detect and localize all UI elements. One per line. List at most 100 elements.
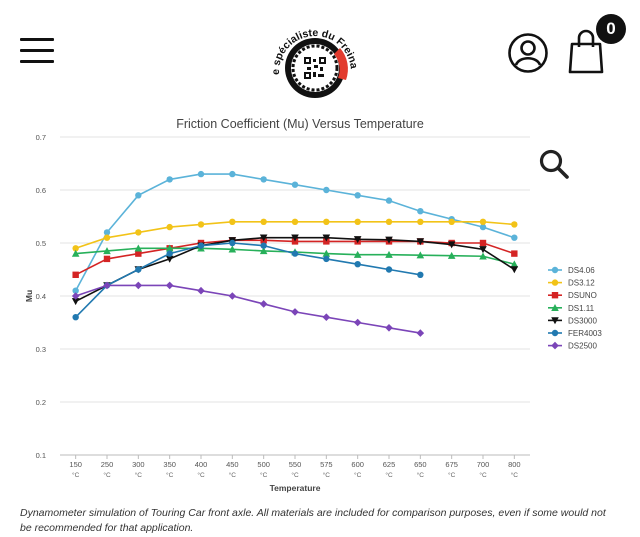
data-point-ds3000 — [479, 246, 487, 254]
data-point-ds2500 — [322, 313, 331, 321]
data-point-fer4003 — [385, 266, 393, 273]
data-point-ds1-11 — [103, 247, 111, 255]
data-point-ds3000 — [447, 241, 456, 249]
y-tick-label: 0.1 — [36, 451, 46, 460]
data-point-ds3-12 — [354, 218, 361, 225]
data-point-ds3-12 — [291, 218, 299, 225]
y-tick-label: 0.6 — [36, 186, 46, 195]
data-point-ds1-11 — [134, 244, 143, 252]
legend-item-ds3000: DS3000 — [548, 316, 597, 325]
data-point-ds2500 — [71, 292, 80, 300]
legend-marker — [551, 341, 559, 350]
x-tick-label: 625 — [383, 460, 396, 469]
data-point-fer4003 — [323, 255, 330, 263]
data-point-ds1-11 — [385, 250, 393, 258]
data-point-ds3000 — [385, 236, 393, 244]
legend-label: DS4.06 — [568, 266, 595, 275]
x-tick-unit: °C — [323, 471, 331, 479]
legend-marker — [551, 317, 559, 325]
series-ds4-06 — [72, 170, 518, 294]
x-tick-label: 700 — [477, 460, 490, 469]
data-point-fer4003 — [197, 242, 205, 249]
data-point-ds1-11 — [165, 244, 174, 252]
user-account-icon[interactable] — [507, 32, 549, 74]
chart-caption: Dynamometer simulation of Touring Car fr… — [20, 507, 606, 534]
x-tick-unit: °C — [72, 471, 80, 479]
x-tick-label: 250 — [101, 460, 114, 469]
search-icon[interactable] — [538, 148, 570, 180]
data-point-ds2500 — [291, 308, 299, 316]
series-line-fer4003 — [75, 242, 421, 318]
data-point-ds3-12 — [103, 234, 111, 241]
data-point-ds3000 — [165, 255, 174, 263]
data-point-ds1-11 — [259, 247, 268, 255]
data-point-ds4-06 — [72, 287, 79, 294]
legend-item-dsuno: DSUNO — [548, 291, 597, 300]
x-tick-unit: °C — [448, 471, 456, 479]
x-tick-label: 500 — [257, 460, 270, 469]
data-point-ds1-11 — [479, 252, 487, 260]
legend-label: DS2500 — [568, 342, 597, 351]
data-point-ds4-06 — [103, 229, 111, 236]
data-point-ds1-11 — [322, 249, 331, 257]
x-tick-unit: °C — [260, 471, 268, 479]
x-tick-label: 450 — [226, 460, 239, 469]
data-point-ds2500 — [103, 281, 111, 290]
legend-marker — [551, 279, 559, 286]
site-header: Le spécialiste du Freinage 0 — [0, 0, 640, 112]
x-tick-unit: °C — [511, 471, 519, 479]
data-point-ds4-06 — [417, 208, 424, 215]
x-tick-label: 800 — [508, 460, 521, 469]
data-point-ds3-12 — [260, 218, 267, 225]
data-point-ds4-06 — [323, 186, 330, 194]
legend-item-ds1-11: DS1.11 — [548, 304, 595, 313]
x-tick-unit: °C — [385, 471, 393, 479]
x-tick-unit: °C — [354, 471, 362, 479]
data-point-ds3-12 — [417, 218, 424, 225]
legend-marker — [551, 266, 559, 274]
data-point-fer4003 — [72, 314, 79, 321]
data-point-fer4003 — [229, 239, 236, 247]
legend-item-ds3-12: DS3.12 — [548, 279, 595, 288]
x-tick-unit: °C — [417, 471, 425, 479]
data-point-ds1-11 — [71, 249, 80, 257]
data-point-ds3000 — [291, 234, 299, 242]
data-point-ds4-06 — [229, 170, 236, 178]
legend-marker — [551, 304, 559, 311]
data-point-fer4003 — [135, 266, 142, 273]
data-point-dsuno — [72, 271, 79, 278]
x-tick-label: 150 — [69, 460, 82, 469]
legend-item-ds2500: DS2500 — [548, 342, 597, 351]
legend-label: DS3000 — [568, 316, 597, 325]
legend-item-fer4003: FER4003 — [548, 329, 602, 338]
data-point-fer4003 — [354, 261, 361, 268]
data-point-ds4-06 — [135, 192, 142, 199]
data-point-ds4-06 — [511, 234, 518, 241]
x-tick-label: 650 — [414, 460, 427, 469]
hamburger-menu-icon[interactable] — [20, 38, 54, 66]
data-point-ds3-12 — [229, 218, 236, 225]
friction-chart: Friction Coefficient (Mu) Versus Tempera… — [10, 112, 630, 494]
data-point-ds3-12 — [511, 221, 518, 228]
data-point-ds3-12 — [197, 221, 205, 228]
data-point-ds3000 — [510, 266, 519, 274]
series-fer4003 — [72, 239, 424, 321]
data-point-ds3000 — [71, 298, 80, 306]
legend-label: DS3.12 — [568, 279, 595, 288]
data-point-ds3000 — [322, 234, 331, 242]
data-point-dsuno — [103, 255, 111, 263]
shopping-bag-icon[interactable] — [565, 28, 607, 76]
data-point-dsuno — [511, 250, 518, 257]
x-tick-label: 600 — [351, 460, 364, 469]
x-axis-label: Temperature — [270, 483, 321, 493]
y-tick-label: 0.2 — [36, 398, 46, 407]
chart-svg: Friction Coefficient (Mu) Versus Tempera… — [24, 117, 602, 493]
data-point-ds3-12 — [323, 218, 330, 225]
legend-label: DS1.11 — [568, 304, 595, 313]
y-axis-label: Mu — [24, 290, 34, 302]
data-point-fer4003 — [166, 250, 173, 257]
legend-marker — [551, 292, 559, 299]
brand-logo[interactable]: Le spécialiste du Freinage — [262, 8, 368, 108]
y-tick-label: 0.7 — [36, 133, 46, 142]
data-point-ds3-12 — [448, 218, 455, 225]
